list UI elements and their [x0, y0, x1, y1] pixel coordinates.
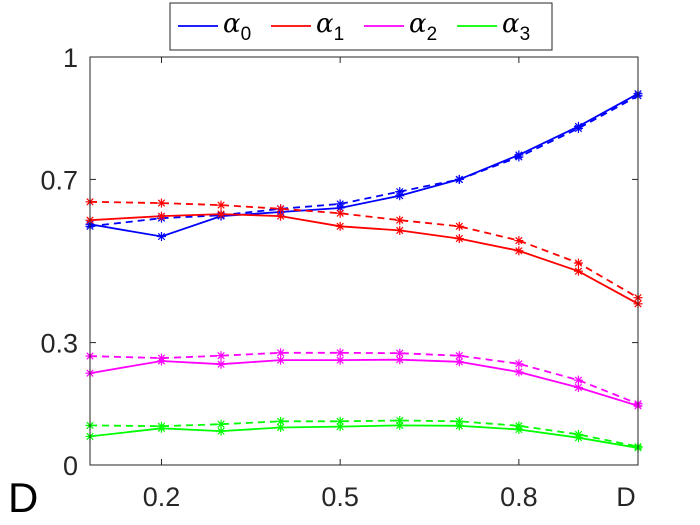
data-point: [514, 152, 524, 162]
series-7: [85, 416, 643, 452]
plot-area-frame: [89, 56, 639, 466]
x-tick-label: 0.2: [143, 482, 181, 512]
data-point: [216, 359, 226, 369]
data-point: [573, 266, 583, 276]
data-point: [454, 234, 464, 244]
series-2: [85, 209, 643, 309]
data-point: [454, 221, 464, 231]
data-point: [335, 348, 345, 358]
data-point: [156, 198, 166, 208]
series-line: [89, 358, 639, 407]
data-point: [454, 416, 464, 426]
data-point: [216, 209, 226, 219]
series-line: [89, 419, 639, 448]
series-line: [89, 200, 639, 299]
y-tick-label: 0: [63, 451, 78, 481]
data-point: [335, 221, 345, 231]
data-point: [514, 367, 524, 377]
data-point: [335, 416, 345, 426]
data-point: [276, 355, 286, 365]
data-point: [573, 123, 583, 133]
data-point: [216, 426, 226, 436]
data-point: [156, 232, 166, 242]
series-1: [85, 91, 643, 231]
series-line: [89, 351, 639, 405]
data-point: [395, 187, 405, 197]
data-point: [573, 258, 583, 268]
series-5: [85, 348, 643, 409]
data-point: [276, 416, 286, 426]
data-point: [276, 211, 286, 221]
data-point: [395, 416, 405, 426]
data-point: [335, 199, 345, 209]
y-tick-label: 0.7: [40, 165, 78, 195]
data-point: [395, 215, 405, 225]
data-point: [276, 348, 286, 358]
data-point: [156, 353, 166, 363]
x-tick-label: D: [616, 482, 636, 512]
panel-label: D: [8, 474, 38, 521]
data-point: [395, 348, 405, 358]
y-tick-label: 1: [63, 43, 78, 73]
data-point: [454, 174, 464, 184]
data-point: [395, 225, 405, 235]
x-tick-label: 0.5: [321, 482, 359, 512]
data-point: [454, 357, 464, 367]
data-point: [216, 200, 226, 210]
data-point: [395, 355, 405, 365]
series-0: [85, 89, 643, 242]
legend: α0 α1 α2 α3: [169, 2, 553, 51]
data-point: [514, 246, 524, 256]
data-point: [454, 351, 464, 361]
data-point: [573, 429, 583, 439]
data-point: [216, 351, 226, 361]
series-layer: [85, 89, 643, 453]
ticks-layer: 0 0.3 0.7 1 0.2 0.5 0.8 D: [40, 43, 639, 512]
x-tick-label: 0.8: [500, 482, 538, 512]
series-4: [85, 355, 643, 411]
data-point: [514, 421, 524, 431]
data-point: [276, 204, 286, 214]
series-line: [89, 95, 639, 228]
data-point: [514, 359, 524, 369]
series-line: [89, 92, 639, 238]
series-line: [89, 213, 639, 305]
data-point: [156, 421, 166, 431]
series-line: [89, 424, 639, 449]
data-point: [514, 236, 524, 246]
data-point: [573, 375, 583, 385]
series-3: [85, 197, 643, 303]
data-point: [156, 211, 166, 221]
data-point: [335, 208, 345, 218]
data-point: [216, 419, 226, 429]
series-6: [85, 420, 643, 453]
y-tick-label: 0.3: [40, 329, 78, 359]
